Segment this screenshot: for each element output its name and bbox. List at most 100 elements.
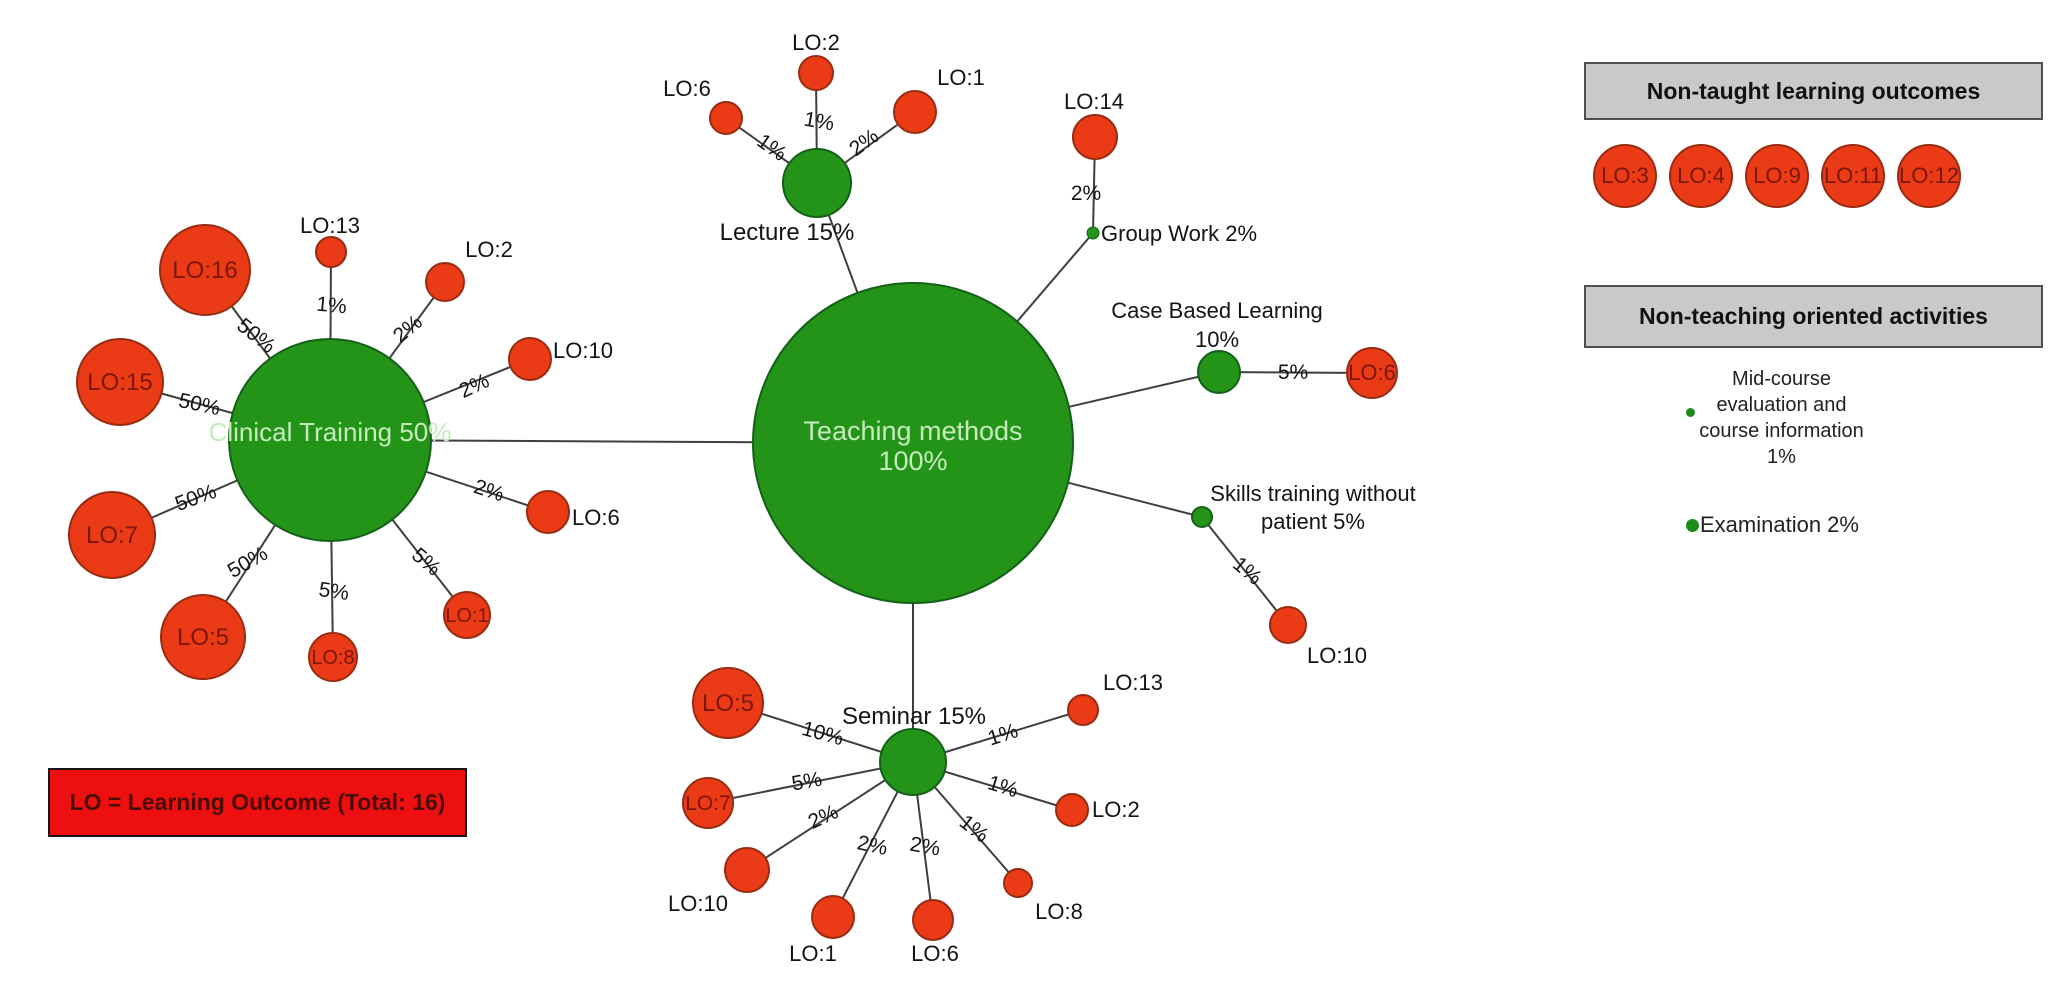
node-c-lo1-circle [443,591,491,639]
node-clinical-circle [228,338,432,542]
edge-label-clinical-c-lo10: 2% [456,369,493,403]
node-s-lo2-circle [1055,793,1089,827]
edge-label-groupwork-lo14: 2% [1071,182,1101,205]
edge-label-clinical-c-lo16: 50% [232,314,279,358]
node-c-lo5-label: LO:5 [177,624,229,651]
node-s-lo6-circle [912,899,954,941]
lo-chip: LO:12 [1897,144,1961,208]
node-c-lo10-circle [508,337,552,381]
node-lecture-circle [782,148,852,218]
lo-chip-label: LO:12 [1899,163,1959,188]
green-dot-icon [1686,408,1695,417]
node-c-lo16-circle [159,224,251,316]
node-c-lo16-label: LO:16 [172,257,237,284]
node-skills-label: Skills training without patient 5% [1210,481,1415,534]
node-s-lo10-label: LO:10 [668,891,728,916]
lo-chip: LO:3 [1593,144,1657,208]
edge-label-lecture-lec-lo2: 1% [802,108,836,136]
node-sk-lo10-circle [1269,606,1307,644]
edge-label-seminar-s-lo5: 10% [799,717,846,750]
node-s-lo5-label: LO:5 [702,690,754,717]
node-cbl-circle [1197,350,1241,394]
node-c-lo10-label: LO:10 [553,338,613,363]
edge-label-clinical-c-lo15: 50% [176,389,222,420]
edge-label-seminar-s-lo6: 2% [908,833,942,861]
lo-note-box: LO = Learning Outcome (Total: 16) [48,768,467,837]
node-clinical-label: Clinical Training 50% [209,417,452,447]
node-c-lo8-label: LO:8 [311,647,354,669]
node-s-lo13-label: LO:13 [1103,670,1163,695]
node-cb-lo6-circle [1346,347,1398,399]
mid-course-line: evaluation and [1716,394,1847,416]
lo-chip: LO:4 [1669,144,1733,208]
node-c-lo13-circle [315,236,347,268]
mid-course-line: 1% [1767,446,1796,468]
node-s-lo1-label: LO:1 [789,941,837,966]
node-lec-lo1-label: LO:1 [937,65,985,90]
green-dot-icon [1686,518,1699,532]
examination-entry: Examination 2% [1686,512,1859,538]
node-lecture-label: Lecture 15% [720,219,855,246]
node-c-lo7-circle [68,491,156,579]
non-taught-legend-box: Non-taught learning outcomes [1584,62,2043,120]
node-cbl-label: Case Based Learning 10% [1111,298,1323,352]
node-c-lo2-circle [425,262,465,302]
node-lec-lo6-circle [709,101,743,135]
edge-skills-sk-lo10 [1201,516,1289,626]
node-c-lo13-label: LO:13 [300,213,360,238]
mid-course-entry: Mid-course evaluation and course informa… [1686,366,1869,470]
edge-label-seminar-s-lo1: 2% [855,831,889,860]
edge-label-clinical-c-lo6: 2% [471,475,507,506]
edge-label-clinical-c-lo8: 5% [317,578,350,605]
node-s-lo6-label: LO:6 [911,941,959,966]
node-lec-lo2-circle [798,55,834,91]
node-c-lo15-circle [76,338,164,426]
node-c-lo1-label: LO:1 [445,605,488,627]
mid-course-line: course information [1699,420,1864,442]
node-s-lo2-label: LO:2 [1092,797,1140,822]
node-lo14-circle [1072,114,1118,160]
node-s-lo10-circle [724,847,770,893]
edge-label-seminar-s-lo13: 1% [985,719,1021,750]
node-c-lo6-label: LO:6 [572,505,620,530]
non-teaching-legend-box: Non-teaching oriented activities [1584,285,2043,348]
node-s-lo1-circle [811,895,855,939]
node-s-lo13-circle [1067,694,1099,726]
non-taught-legend-title: Non-taught learning outcomes [1646,77,1981,104]
node-teaching-circle [752,282,1074,604]
non-teaching-legend-title: Non-teaching oriented activities [1639,303,1988,329]
lo-chip-label: LO:4 [1677,163,1725,188]
node-seminar-label: Seminar 15% [842,703,986,730]
node-s-lo7-circle [682,777,734,829]
lo-chip-label: LO:9 [1753,163,1801,188]
node-cb-lo6-label: LO:6 [1348,360,1396,385]
node-c-lo2-label: LO:2 [465,237,513,262]
edge-label-seminar-s-lo2: 1% [985,771,1021,802]
node-skills-circle [1191,506,1213,528]
node-c-lo5-circle [160,594,246,680]
lo-chip: LO:9 [1745,144,1809,208]
lo-chip: LO:11 [1821,144,1885,208]
node-teaching-label: Teaching methods 100% [803,416,1022,476]
lo-chip-label: LO:3 [1601,163,1649,188]
edge-label-seminar-s-lo7: 5% [790,768,824,796]
edge-label-cbl-cb-lo6: 5% [1278,361,1308,384]
node-groupwork-circle [1086,226,1100,240]
node-groupwork-label: Group Work 2% [1101,221,1257,246]
examination-label: Examination 2% [1700,512,1859,537]
edge-label-clinical-c-lo13: 1% [315,293,347,319]
node-c-lo8-circle [308,632,358,682]
node-s-lo8-label: LO:8 [1035,899,1083,924]
lo-note-text: LO = Learning Outcome (Total: 16) [69,789,446,815]
node-c-lo15-label: LO:15 [87,369,152,396]
node-c-lo7-label: LO:7 [86,522,138,549]
non-taught-lo-row: LO:3 LO:4 LO:9 LO:11 LO:12 [1593,144,1961,208]
edge-label-clinical-c-lo5: 50% [224,542,272,583]
node-s-lo7-label: LO:7 [685,792,731,815]
edge-label-clinical-c-lo7: 50% [172,480,219,516]
node-lo14-label: LO:14 [1064,89,1124,114]
edge-seminar-s-lo7 [707,761,914,804]
node-s-lo8-circle [1003,868,1033,898]
